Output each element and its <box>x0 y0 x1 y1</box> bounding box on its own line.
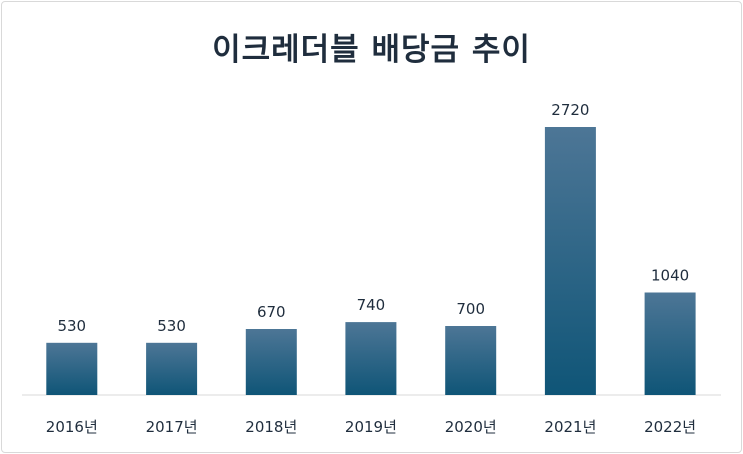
x-tick-label: 2016년 <box>46 418 98 436</box>
value-label: 530 <box>157 317 186 335</box>
value-label: 740 <box>357 296 386 314</box>
x-tick-label: 2020년 <box>445 418 497 436</box>
value-label: 2720 <box>551 101 589 119</box>
bar-2021년 <box>544 127 596 395</box>
bar-2018년 <box>245 329 297 395</box>
x-tick-label: 2019년 <box>345 418 397 436</box>
value-label: 670 <box>257 303 286 321</box>
value-label: 530 <box>57 317 86 335</box>
x-tick-label: 2022년 <box>644 418 696 436</box>
value-label: 700 <box>456 300 485 318</box>
bar-2019년 <box>345 322 397 395</box>
bar-2022년 <box>644 292 696 395</box>
bar-2017년 <box>146 342 198 395</box>
chart-title: 이크레더블 배당금 추이 <box>212 32 531 68</box>
tick-labels-group: 2016년 2017년 2018년 2019년 2020년 2021년 2022년 <box>46 418 696 436</box>
x-tick-label: 2017년 <box>146 418 198 436</box>
bar-2020년 <box>445 326 497 395</box>
x-tick-label: 2018년 <box>245 418 297 436</box>
bars-group <box>46 127 696 395</box>
value-label: 1040 <box>651 267 689 285</box>
value-labels-group: 530 530 670 740 700 2720 1040 <box>57 101 689 335</box>
bar-2016년 <box>46 342 98 395</box>
x-tick-label: 2021년 <box>544 418 596 436</box>
